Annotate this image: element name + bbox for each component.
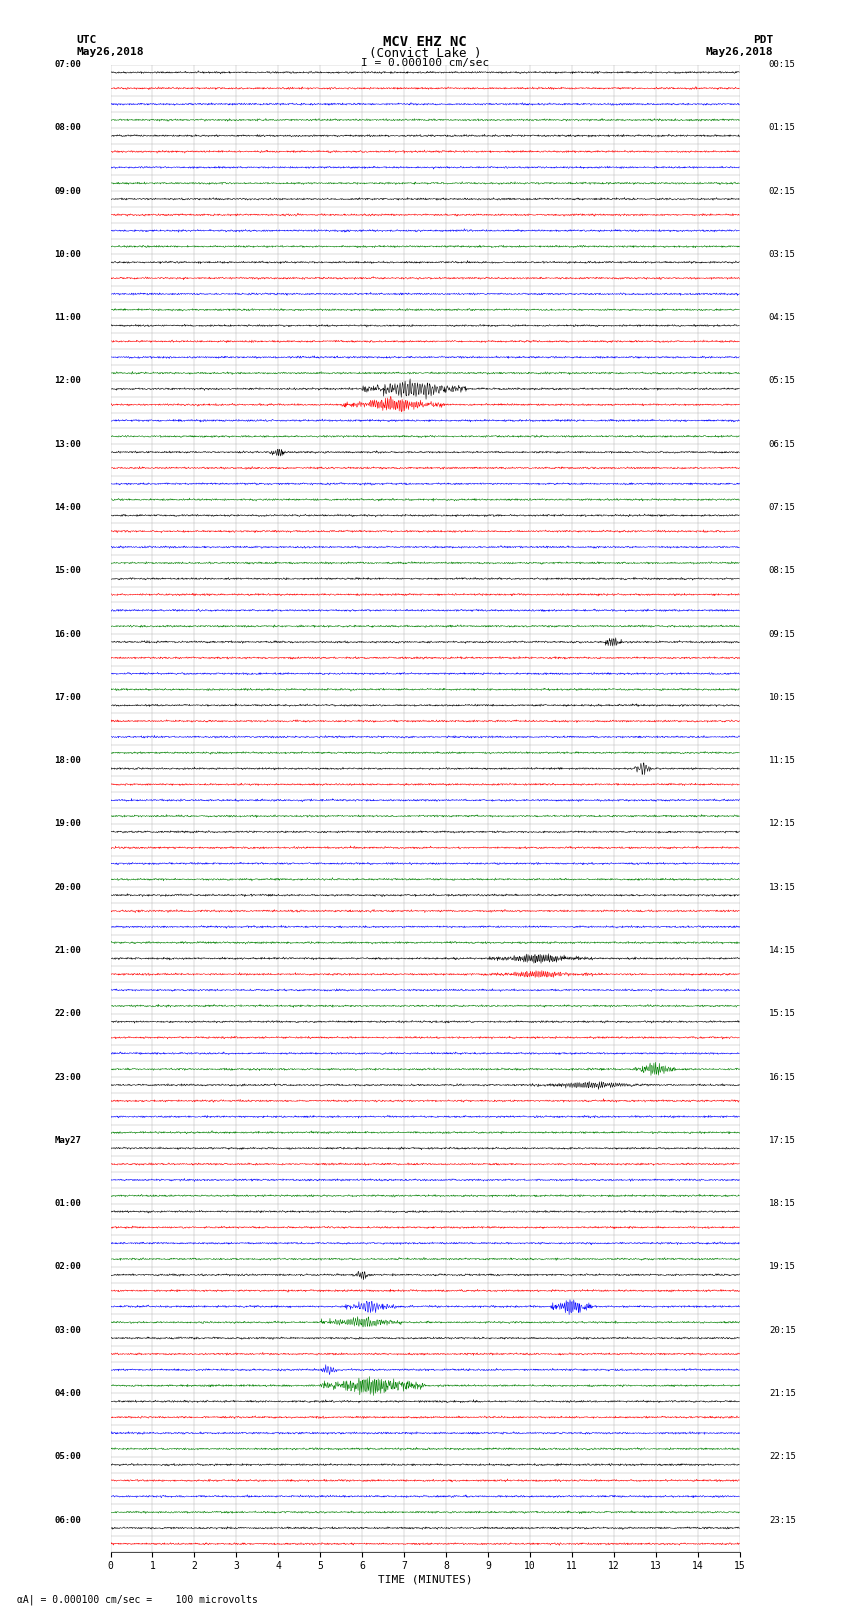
Text: 18:15: 18:15: [769, 1198, 796, 1208]
Text: 14:00: 14:00: [54, 503, 81, 511]
Text: 10:00: 10:00: [54, 250, 81, 258]
Text: 06:15: 06:15: [769, 440, 796, 448]
Text: May27: May27: [54, 1136, 81, 1145]
Text: 04:15: 04:15: [769, 313, 796, 323]
Text: UTC: UTC: [76, 35, 97, 45]
Text: I = 0.000100 cm/sec: I = 0.000100 cm/sec: [361, 58, 489, 68]
Text: 19:15: 19:15: [769, 1263, 796, 1271]
Text: 12:15: 12:15: [769, 819, 796, 829]
Text: 13:00: 13:00: [54, 440, 81, 448]
Text: 08:00: 08:00: [54, 123, 81, 132]
Text: 01:00: 01:00: [54, 1198, 81, 1208]
Text: 05:00: 05:00: [54, 1452, 81, 1461]
Text: 16:15: 16:15: [769, 1073, 796, 1082]
Text: 16:00: 16:00: [54, 629, 81, 639]
Text: 15:15: 15:15: [769, 1010, 796, 1018]
Text: 13:15: 13:15: [769, 882, 796, 892]
Text: 23:00: 23:00: [54, 1073, 81, 1082]
Text: May26,2018: May26,2018: [706, 47, 774, 56]
Text: 20:00: 20:00: [54, 882, 81, 892]
Text: 05:15: 05:15: [769, 376, 796, 386]
Text: May26,2018: May26,2018: [76, 47, 144, 56]
Text: 03:00: 03:00: [54, 1326, 81, 1334]
Text: 22:15: 22:15: [769, 1452, 796, 1461]
Text: 04:00: 04:00: [54, 1389, 81, 1398]
X-axis label: TIME (MINUTES): TIME (MINUTES): [377, 1574, 473, 1584]
Text: 07:00: 07:00: [54, 60, 81, 69]
Text: αA| = 0.000100 cm/sec =    100 microvolts: αA| = 0.000100 cm/sec = 100 microvolts: [17, 1594, 258, 1605]
Text: 09:00: 09:00: [54, 187, 81, 195]
Text: 20:15: 20:15: [769, 1326, 796, 1334]
Text: 23:15: 23:15: [769, 1516, 796, 1524]
Text: 11:00: 11:00: [54, 313, 81, 323]
Text: 10:15: 10:15: [769, 694, 796, 702]
Text: 22:00: 22:00: [54, 1010, 81, 1018]
Text: 02:00: 02:00: [54, 1263, 81, 1271]
Text: 14:15: 14:15: [769, 945, 796, 955]
Text: 00:15: 00:15: [769, 60, 796, 69]
Text: 11:15: 11:15: [769, 756, 796, 765]
Text: (Convict Lake ): (Convict Lake ): [369, 47, 481, 60]
Text: 17:15: 17:15: [769, 1136, 796, 1145]
Text: 21:00: 21:00: [54, 945, 81, 955]
Text: PDT: PDT: [753, 35, 774, 45]
Text: 01:15: 01:15: [769, 123, 796, 132]
Text: 12:00: 12:00: [54, 376, 81, 386]
Text: 18:00: 18:00: [54, 756, 81, 765]
Text: 06:00: 06:00: [54, 1516, 81, 1524]
Text: 02:15: 02:15: [769, 187, 796, 195]
Text: 17:00: 17:00: [54, 694, 81, 702]
Text: 21:15: 21:15: [769, 1389, 796, 1398]
Text: MCV EHZ NC: MCV EHZ NC: [383, 35, 467, 50]
Text: 07:15: 07:15: [769, 503, 796, 511]
Text: 09:15: 09:15: [769, 629, 796, 639]
Text: 08:15: 08:15: [769, 566, 796, 576]
Text: 15:00: 15:00: [54, 566, 81, 576]
Text: 19:00: 19:00: [54, 819, 81, 829]
Text: 03:15: 03:15: [769, 250, 796, 258]
